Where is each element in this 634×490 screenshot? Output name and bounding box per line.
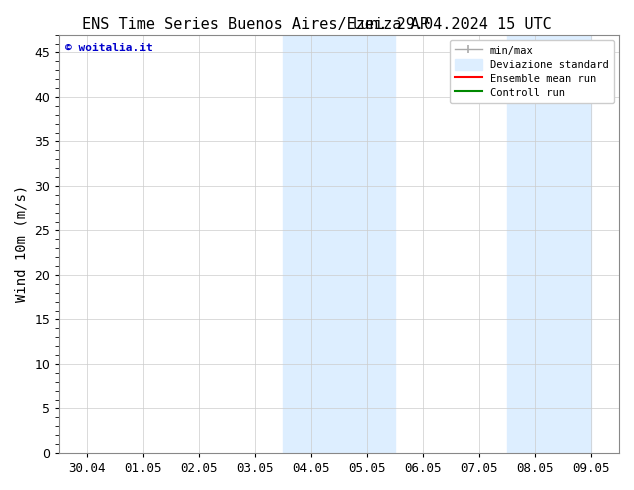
Text: lun. 29.04.2024 15 UTC: lun. 29.04.2024 15 UTC — [351, 17, 552, 32]
Bar — [283, 35, 395, 453]
Y-axis label: Wind 10m (m/s): Wind 10m (m/s) — [15, 185, 29, 302]
Legend: min/max, Deviazione standard, Ensemble mean run, Controll run: min/max, Deviazione standard, Ensemble m… — [450, 40, 614, 103]
Bar — [507, 35, 591, 453]
Text: © woitalia.it: © woitalia.it — [65, 43, 153, 53]
Text: ENS Time Series Buenos Aires/Ezeiza AP: ENS Time Series Buenos Aires/Ezeiza AP — [82, 17, 429, 32]
